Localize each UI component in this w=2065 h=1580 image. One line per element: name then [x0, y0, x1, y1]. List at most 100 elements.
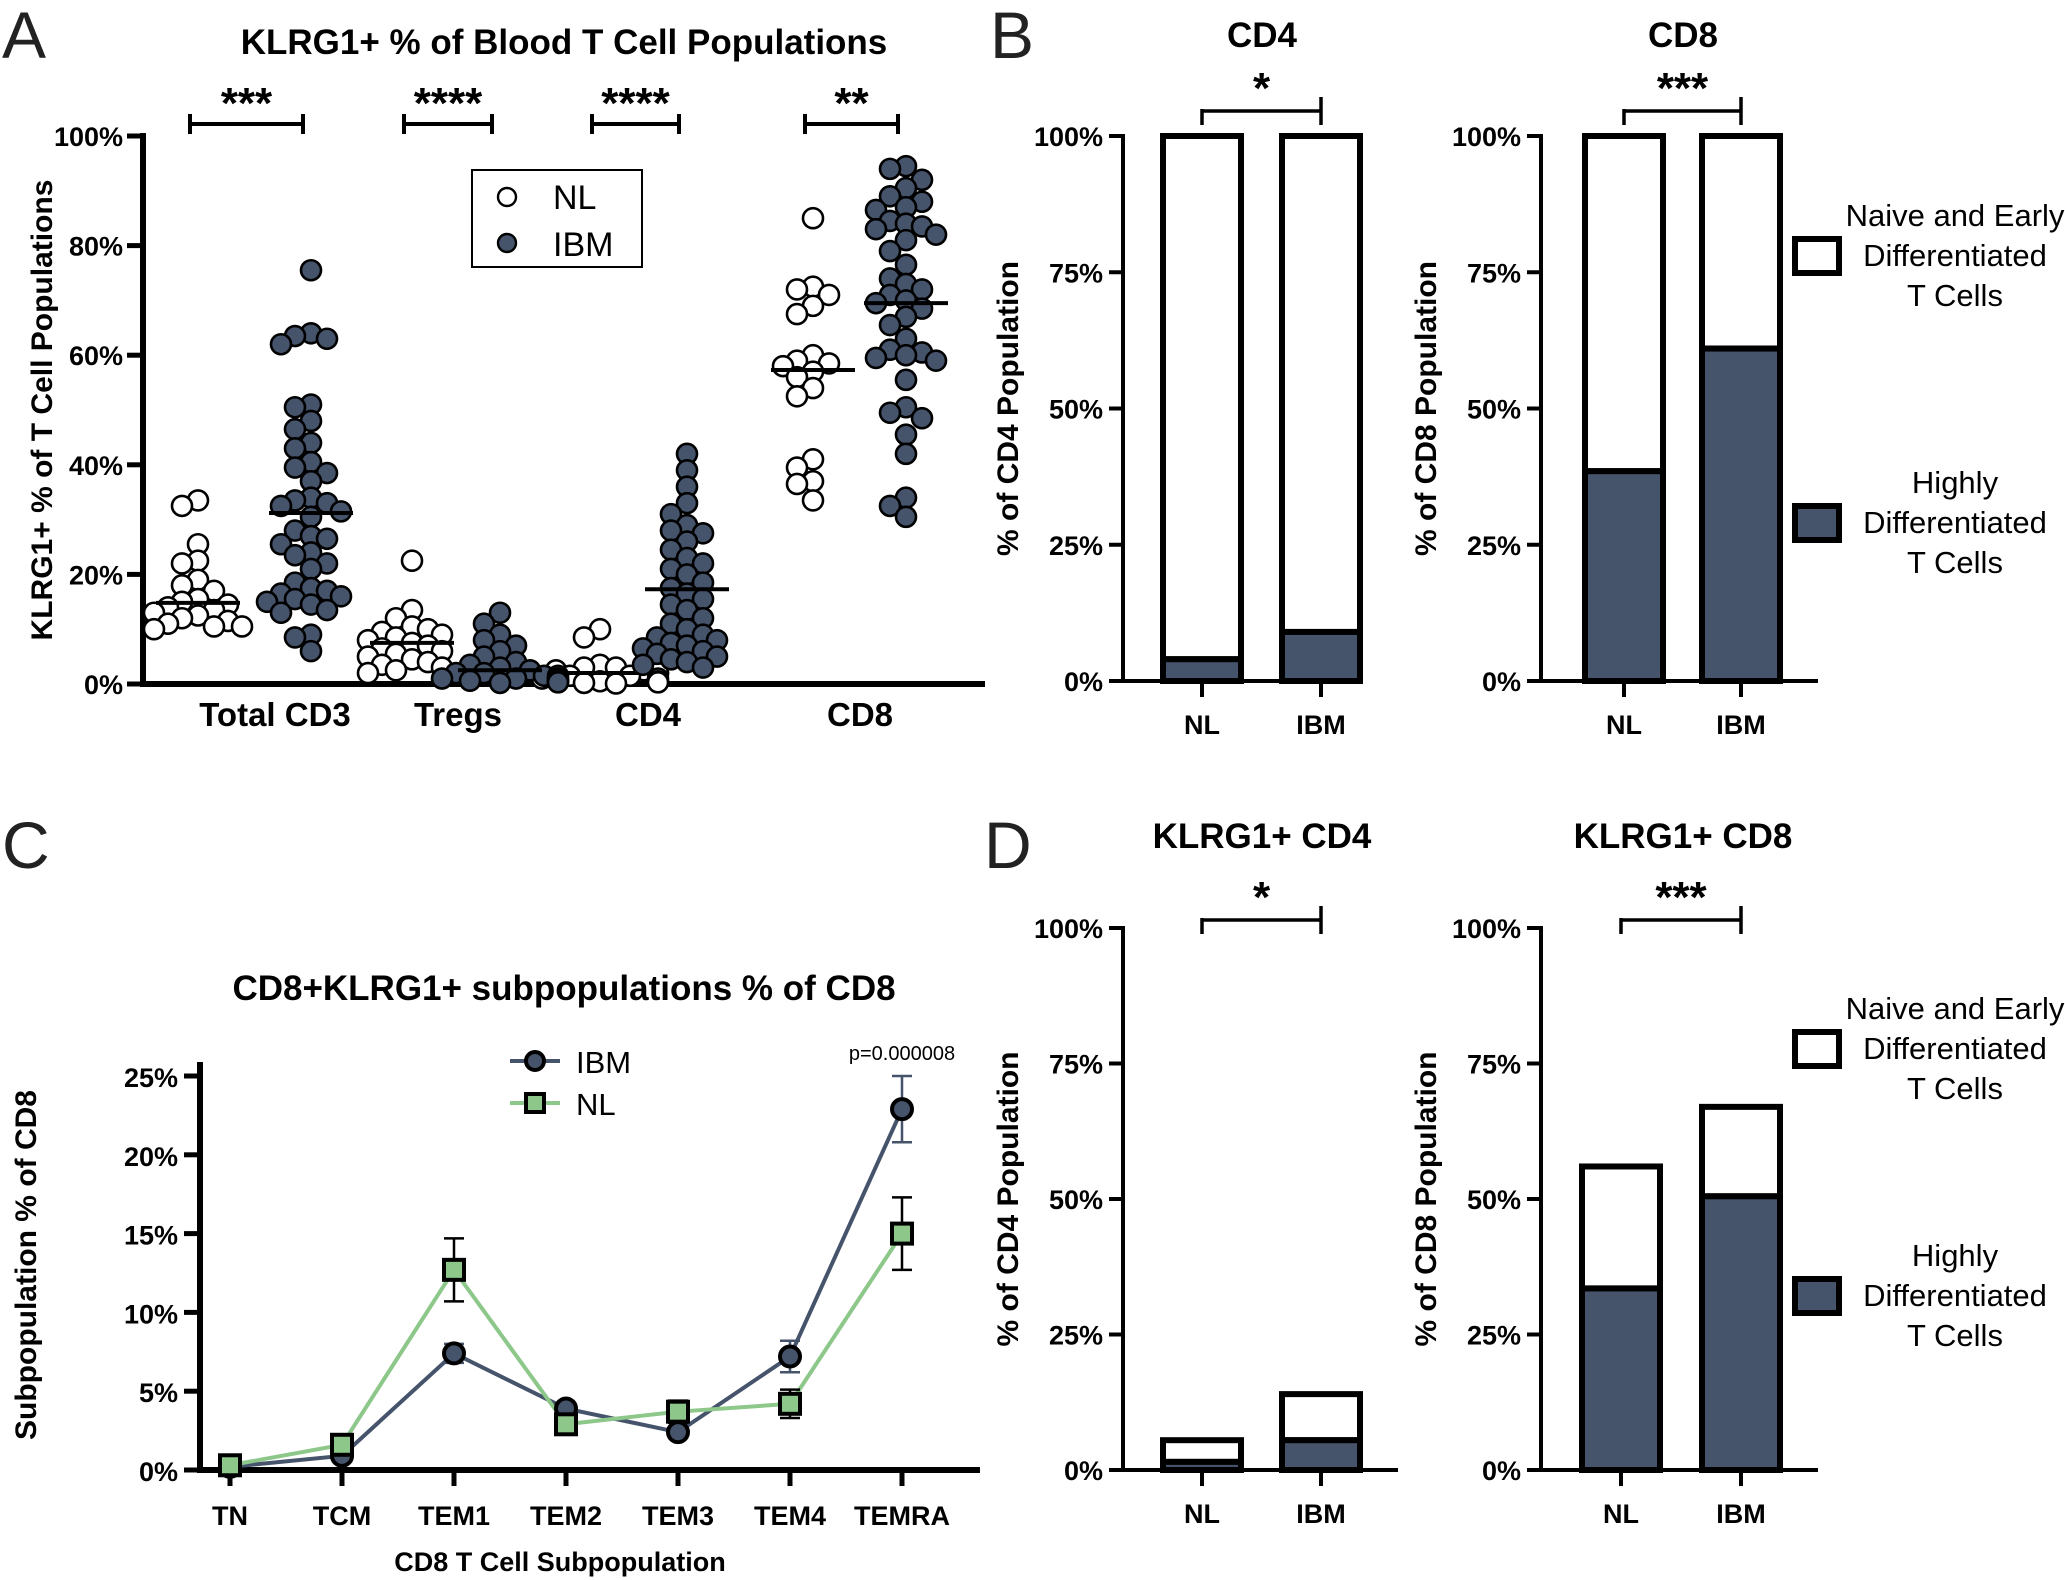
bar-segment-naive-early	[1699, 1103, 1783, 1200]
y-tick-label: 75%	[1467, 1050, 1521, 1080]
data-point-nl	[356, 661, 380, 685]
x-category-label: CD8	[827, 696, 893, 733]
x-category-label: NL	[1184, 710, 1220, 740]
data-point-nl	[572, 626, 596, 649]
panel-b-cd8-bars: CD8 0% 25% 50% 75% 100% % of CD8 Population NL I…	[1410, 16, 2065, 740]
significance-stars: ***	[221, 79, 273, 128]
legend-label-line: T Cells	[1907, 1071, 2003, 1106]
data-point-ibm	[864, 346, 888, 370]
data-point-ibm	[631, 653, 655, 677]
y-tick-label: 25%	[1467, 531, 1521, 561]
data-point-ibm	[329, 585, 353, 608]
chart-title: KLRG1+ CD8	[1574, 817, 1793, 856]
y-tick-label: 100%	[54, 122, 123, 152]
x-category-label: NL	[1603, 1499, 1639, 1529]
data-point-ibm	[299, 258, 323, 282]
panel-c-line-chart: CD8+KLRG1+ subpopulations % of CD8 0% 5% 10…	[10, 969, 980, 1577]
legend-label-line: T Cells	[1907, 1318, 2003, 1353]
data-point-nl	[801, 489, 825, 512]
legend-marker-ibm	[496, 232, 518, 254]
significance-stars: ****	[414, 79, 483, 128]
y-tick-label: 5%	[139, 1378, 178, 1408]
data-point-nl	[572, 671, 596, 695]
data-point-ibm	[283, 395, 307, 419]
x-category-label: TEMRA	[854, 1501, 950, 1531]
data-point-nl	[785, 278, 809, 301]
data-point-nl	[554, 1412, 578, 1437]
legend-label-ibm: IBM	[576, 1045, 631, 1080]
y-axis-label: Subpopulation % of CD8	[10, 1090, 43, 1440]
bar-segment-naive-early	[1699, 133, 1783, 352]
legend-swatch-naive-early	[1792, 236, 1842, 276]
data-point-nl	[400, 549, 424, 573]
panel-letter-d: D	[984, 808, 1032, 882]
y-tick-label: 100%	[1452, 122, 1521, 152]
data-point-nl	[785, 384, 809, 408]
data-point-nl	[442, 1257, 466, 1282]
y-axis-label: % of CD8 Population	[1410, 261, 1443, 556]
data-point-ibm	[299, 639, 323, 663]
data-point-ibm	[910, 406, 934, 430]
y-axis-label: % of CD8 Population	[1410, 1052, 1443, 1347]
bar-segment-highly-differentiated	[1160, 656, 1244, 685]
data-point-ibm	[546, 671, 570, 694]
bar-segment-naive-early	[1279, 133, 1363, 635]
data-point-nl	[330, 1432, 354, 1457]
data-point-ibm	[315, 527, 339, 551]
y-tick-label: 100%	[1034, 914, 1103, 944]
x-category-label: TEM1	[418, 1501, 490, 1531]
chart-title: CD8+KLRG1+ subpopulations % of CD8	[232, 969, 895, 1008]
data-point-ibm	[878, 494, 902, 518]
data-point-nl	[170, 494, 194, 518]
y-axis-label: % of CD4 Population	[992, 261, 1025, 556]
significance-stars: **	[834, 79, 869, 128]
data-point-ibm	[890, 1097, 914, 1122]
legend-swatch-highly-differentiated	[1792, 1276, 1842, 1316]
legend-box	[471, 169, 643, 268]
x-category-label: IBM	[1716, 710, 1766, 740]
data-point-ibm	[666, 1420, 690, 1445]
bar-segment-naive-early	[1582, 133, 1666, 475]
y-tick-label: 25%	[1467, 1321, 1521, 1351]
legend: IBM NL	[510, 1045, 631, 1122]
significance-stars: *	[1253, 64, 1271, 113]
y-tick-label: 100%	[1034, 122, 1103, 152]
x-category-label: IBM	[1716, 1499, 1766, 1529]
data-point-nl	[666, 1399, 690, 1424]
data-point-ibm	[488, 601, 512, 625]
legend-label-line: Naive and Early	[1846, 198, 2065, 233]
significance-stars: *	[1253, 873, 1271, 922]
legend-label-line: Differentiated	[1863, 1031, 2047, 1066]
x-category-label: TN	[212, 1501, 248, 1531]
y-axis-label: % of CD4 Population	[992, 1052, 1025, 1347]
y-tick-label: 0%	[139, 1457, 178, 1487]
data-point-ibm	[442, 1341, 466, 1366]
x-category-label: CD4	[615, 696, 682, 733]
y-tick-label: 0%	[84, 670, 123, 700]
x-axis-label: CD8 T Cell Subpopulation	[394, 1547, 726, 1577]
legend-label-ibm: IBM	[553, 226, 613, 264]
data-point-nl	[142, 617, 166, 641]
y-tick-label: 60%	[69, 341, 123, 371]
data-point-ibm	[283, 626, 307, 649]
y-tick-label: 25%	[124, 1063, 178, 1093]
data-point-nl	[785, 302, 809, 326]
bar-segment-highly-differentiated	[1160, 1458, 1244, 1473]
data-point-ibm	[315, 327, 339, 351]
chart-title: KLRG1+ % of Blood T Cell Populations	[241, 23, 888, 62]
legend-label-line: T Cells	[1907, 545, 2003, 580]
data-point-ibm	[315, 598, 339, 622]
data-point-ibm	[894, 343, 918, 367]
data-point-ibm	[488, 671, 512, 695]
bar-segment-naive-early	[1279, 1391, 1363, 1444]
data-point-ibm	[894, 442, 918, 466]
legend-marker-nl	[524, 1092, 546, 1114]
y-tick-label: 50%	[1467, 1185, 1521, 1215]
legend-label-line: Differentiated	[1863, 505, 2047, 540]
legend-label-line: Differentiated	[1863, 1278, 2047, 1313]
legend-label-line: Naive and Early	[1846, 991, 2065, 1026]
bar-segment-highly-differentiated	[1579, 1285, 1663, 1474]
bar-segment-highly-differentiated	[1279, 628, 1363, 685]
data-point-nl	[890, 1221, 914, 1246]
